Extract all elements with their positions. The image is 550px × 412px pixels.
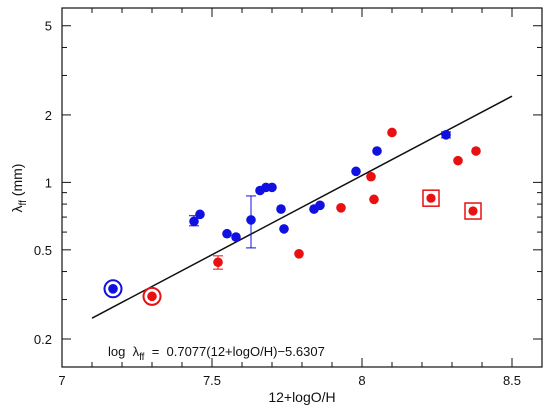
x-tick-label: 8 xyxy=(358,373,365,388)
data-points xyxy=(189,127,481,268)
axis-ticks xyxy=(61,8,543,367)
red-point xyxy=(336,203,346,213)
blue-point xyxy=(276,204,286,214)
x-axis-title: 12+logO/H xyxy=(268,389,335,405)
y-tick-label: 1 xyxy=(45,175,52,190)
fit-equation-sub: ff xyxy=(139,352,145,363)
blue-point xyxy=(231,232,241,242)
blue-point xyxy=(246,215,256,225)
blue-ring-marker xyxy=(103,279,123,299)
y-axis-title-unit: (mm) xyxy=(9,164,25,201)
red-point xyxy=(294,249,304,259)
y-tick-label: 0.2 xyxy=(34,332,52,347)
y-tick-label: 5 xyxy=(45,19,52,34)
blue-point xyxy=(372,146,382,156)
blue-point xyxy=(441,130,451,140)
red-point xyxy=(471,146,481,156)
fit-equation: log λff = 0.7077(12+logO/H)−5.6307 xyxy=(108,344,325,363)
y-tick-label: 2 xyxy=(45,108,52,123)
x-tick-label: 7 xyxy=(58,373,65,388)
blue-point xyxy=(315,200,325,211)
red-square-point xyxy=(426,193,436,203)
blue-point xyxy=(351,166,361,177)
red-square-marker xyxy=(422,189,440,207)
svg-text:λff (mm): λff (mm) xyxy=(9,164,29,213)
y-axis-title: λff (mm) xyxy=(9,164,29,213)
red-point xyxy=(366,171,376,182)
blue-ring-point xyxy=(108,284,118,294)
fit-line xyxy=(91,95,513,319)
y-tick-label: 0.5 xyxy=(34,243,52,258)
x-tick-label: 8.5 xyxy=(503,373,521,388)
red-ring-point xyxy=(147,291,157,302)
fit-equation-suffix: = 0.7077(12+logO/H)−5.6307 xyxy=(144,344,324,359)
highlighted-points xyxy=(103,189,482,306)
x-tick-label: 7.5 xyxy=(203,373,221,388)
y-axis-title-sub: ff xyxy=(18,200,29,206)
red-point xyxy=(369,194,379,205)
red-point xyxy=(453,155,463,166)
y-axis-title-main: λ xyxy=(9,205,25,212)
blue-point xyxy=(267,182,277,193)
blue-point xyxy=(222,228,232,239)
blue-point xyxy=(279,224,289,234)
red-square-point xyxy=(468,206,478,216)
blue-point xyxy=(195,209,205,220)
red-ring-marker xyxy=(142,286,162,306)
fit-equation-prefix: log λ xyxy=(108,344,140,359)
red-square-marker xyxy=(464,202,482,220)
plot-frame xyxy=(61,7,543,368)
red-point xyxy=(213,257,223,268)
blue-point xyxy=(189,216,199,227)
tick-labels: 7 7.5 8 8.5 0.2 0.5 1 2 5 xyxy=(34,19,521,388)
red-point xyxy=(387,127,397,138)
